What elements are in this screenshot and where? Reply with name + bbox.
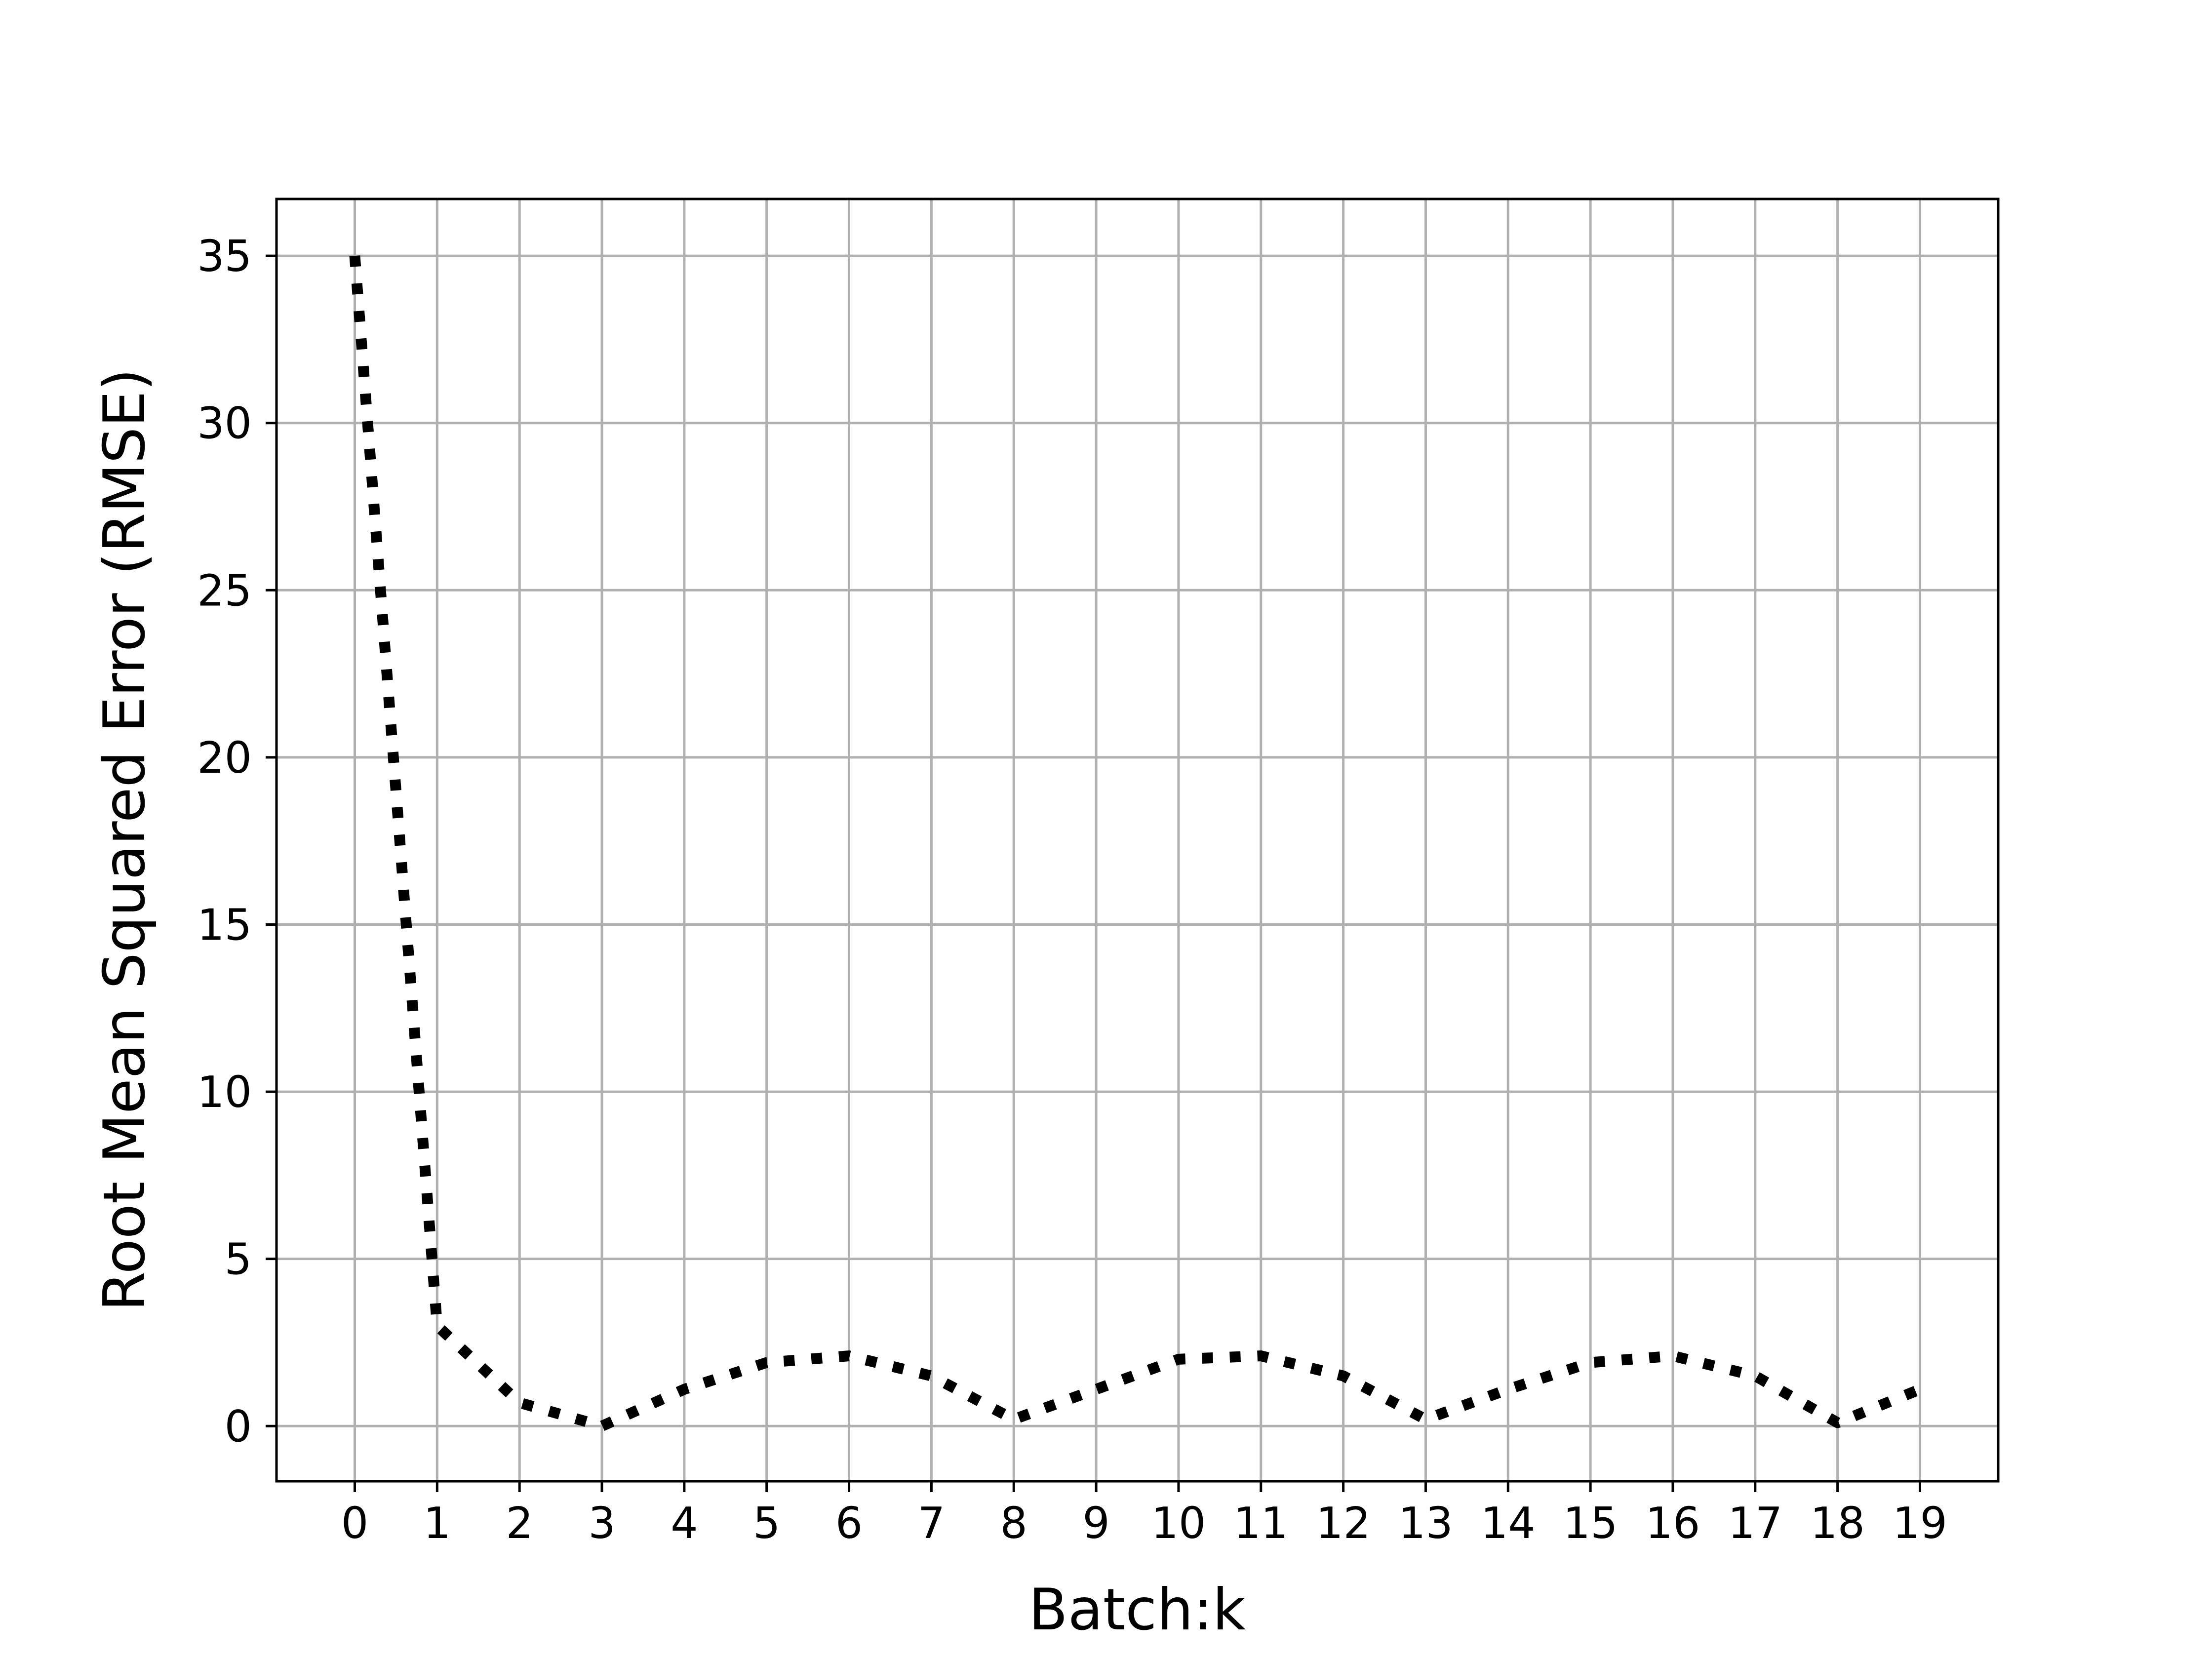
x-tick-label: 3 <box>588 1498 615 1548</box>
y-tick-label: 10 <box>197 1067 252 1117</box>
rmse-series-line <box>349 255 1922 1432</box>
series-line-layer <box>349 255 1922 1432</box>
x-tick-label: 19 <box>1893 1498 1947 1548</box>
x-tick-label: 15 <box>1563 1498 1618 1548</box>
y-tick-label: 15 <box>197 900 252 950</box>
x-tick-label: 14 <box>1481 1498 1536 1548</box>
x-tick-label: 4 <box>671 1498 698 1548</box>
y-tick-label: 25 <box>197 565 252 616</box>
y-tick-label: 5 <box>225 1234 252 1285</box>
x-tick-label: 7 <box>918 1498 945 1548</box>
x-tick-label: 0 <box>341 1498 368 1548</box>
grid-lines <box>276 199 1998 1481</box>
x-tick-label: 2 <box>506 1498 533 1548</box>
x-tick-label: 13 <box>1398 1498 1453 1548</box>
x-tick-label: 5 <box>753 1498 780 1548</box>
x-tick-label: 11 <box>1233 1498 1288 1548</box>
x-tick-label: 12 <box>1316 1498 1371 1548</box>
x-tick-label: 10 <box>1151 1498 1206 1548</box>
x-axis-title: Batch:k <box>1028 1577 1246 1643</box>
y-tick-label: 35 <box>197 231 252 281</box>
x-tick-label: 6 <box>835 1498 863 1548</box>
x-tick-label: 17 <box>1728 1498 1782 1548</box>
plot-frame <box>275 198 2000 1483</box>
x-tick-label: 1 <box>424 1498 451 1548</box>
y-axis-title: Root Mean Squared Error (RMSE) <box>91 368 158 1311</box>
y-tick-label: 0 <box>225 1401 252 1452</box>
x-tick-label: 9 <box>1082 1498 1109 1548</box>
y-tick-label: 20 <box>197 733 252 783</box>
x-tick-label: 8 <box>1000 1498 1027 1548</box>
axis-ticks: 0 1 2 3 4 5 6 7 8 9 10 11 12 13 14 15 16 17 18 190510152025… <box>197 231 1947 1548</box>
x-tick-label: 16 <box>1646 1498 1700 1548</box>
x-tick-label: 18 <box>1810 1498 1865 1548</box>
y-tick-label: 30 <box>197 398 252 449</box>
